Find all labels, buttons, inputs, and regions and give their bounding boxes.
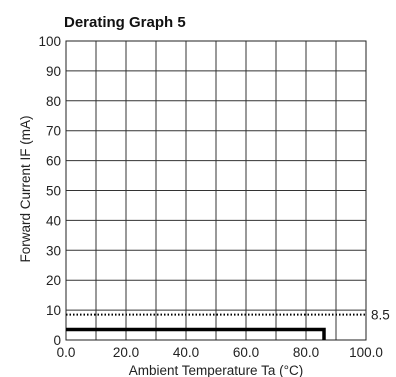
- x-axis-label: Ambient Temperature Ta (°C): [129, 363, 303, 377]
- x-tick-label: 80.0: [293, 345, 319, 360]
- x-tick-label: 20.0: [113, 345, 139, 360]
- y-axis-label: Forward Current IF (mA): [18, 115, 33, 262]
- y-tick-label: 100: [38, 34, 61, 49]
- y-tick-label: 0: [53, 333, 61, 348]
- x-tick-label: 100.0: [349, 345, 383, 360]
- y-tick-label: 20: [46, 273, 61, 288]
- x-tick-label: 60.0: [233, 345, 259, 360]
- y-tick-labels: 0 10 20 30 40 50 60 70 80 90 100: [38, 34, 61, 348]
- chart-annotations: 8.5: [371, 308, 390, 323]
- operating-current-line: [66, 327, 326, 340]
- x-tick-label: 40.0: [173, 345, 199, 360]
- x-tick-label: 0.0: [57, 345, 76, 360]
- chart-grid: [65, 40, 367, 341]
- y-tick-label: 50: [46, 184, 61, 199]
- y-tick-label: 10: [46, 303, 61, 318]
- x-tick-labels: 0.0 20.0 40.0 60.0 80.0 100.0: [57, 345, 383, 360]
- data-series: [66, 313, 366, 340]
- y-tick-label: 60: [46, 154, 61, 169]
- y-tick-label: 30: [46, 243, 61, 258]
- y-tick-label: 40: [46, 213, 61, 228]
- plot-frame: [65, 40, 367, 341]
- y-tick-label: 90: [46, 64, 61, 79]
- y-tick-label: 80: [46, 94, 61, 109]
- y-tick-label: 70: [46, 124, 61, 139]
- annotation-label: 8.5: [371, 308, 390, 323]
- chart-title: Derating Graph 5: [64, 14, 186, 31]
